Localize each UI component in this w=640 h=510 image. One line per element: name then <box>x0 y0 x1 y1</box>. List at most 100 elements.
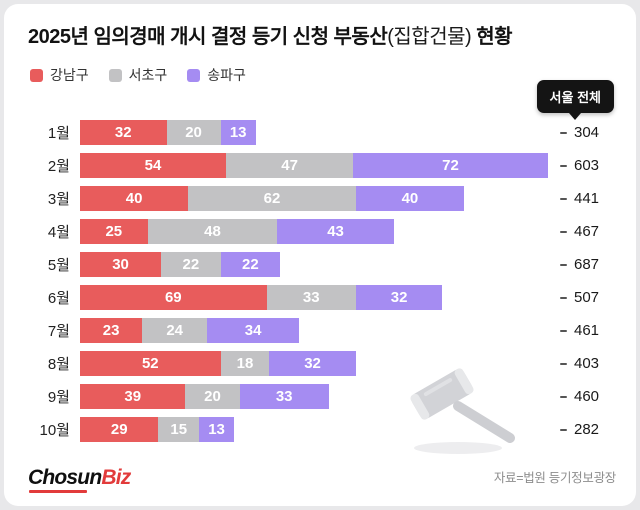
total: 461 <box>556 322 622 339</box>
chart-rows: 1월 32 20 13 304 2월 54 47 72 603 3월 40 62 40 441 4월 25 48 4… <box>26 116 622 446</box>
bar-segment-서초구: 33 <box>266 285 356 310</box>
legend-swatch-seocho <box>108 68 122 82</box>
bar-segment-강남구: 25 <box>80 219 148 244</box>
month-label: 9월 <box>47 389 70 406</box>
bar-segment-송파구: 32 <box>269 351 356 376</box>
total-tick <box>560 164 567 167</box>
bar-segment-송파구: 22 <box>220 252 281 277</box>
bar-segment-서초구: 15 <box>158 417 199 442</box>
chart-row: 10월 29 15 13 282 <box>26 413 622 446</box>
bar-segment-서초구: 20 <box>185 384 240 409</box>
month-label: 6월 <box>47 290 70 307</box>
bar-segment-강남구: 69 <box>80 285 267 310</box>
total: 460 <box>556 388 622 405</box>
legend-label: 강남구 <box>50 67 89 83</box>
chart-row: 5월 30 22 22 687 <box>26 248 622 281</box>
chart-title-suffix: 현황 <box>471 26 513 48</box>
total-tick <box>560 230 567 233</box>
total: 507 <box>556 289 622 306</box>
bar-track: 54 47 72 <box>80 153 556 178</box>
bar-segment-강남구: 40 <box>80 186 189 211</box>
bar-segment-송파구: 13 <box>198 417 235 442</box>
legend: 강남구 서초구 송파구 <box>30 65 246 85</box>
bar-segment-강남구: 52 <box>80 351 221 376</box>
seoul-total-badge: 서울 전체 <box>536 80 614 120</box>
total-tick <box>560 395 567 398</box>
source-credit: 자료=법원 등기정보광장 <box>493 471 616 485</box>
bar-segment-송파구: 34 <box>207 318 300 343</box>
total-value: 603 <box>574 157 600 174</box>
bar-segment-강남구: 39 <box>80 384 186 409</box>
legend-swatch-songpa <box>187 68 201 82</box>
legend-label: 송파구 <box>207 67 246 83</box>
bar-segment-서초구: 18 <box>220 351 270 376</box>
chart-title-paren: (집합건물) <box>387 26 472 48</box>
chosunbiz-logo: ChosunBiz <box>28 466 131 493</box>
bar-track: 39 20 33 <box>80 384 556 409</box>
bar-segment-송파구: 40 <box>355 186 465 211</box>
bar-track: 52 18 32 <box>80 351 556 376</box>
month-label: 10월 <box>39 422 71 439</box>
logo-chosun-text: Chosun <box>28 466 102 489</box>
total-value: 460 <box>574 388 600 405</box>
bar-segment-송파구: 33 <box>239 384 329 409</box>
chart-row: 2월 54 47 72 603 <box>26 149 622 182</box>
total-value: 304 <box>574 124 600 141</box>
bar-segment-송파구: 13 <box>220 120 256 145</box>
total-tick <box>560 362 567 365</box>
bar-segment-강남구: 30 <box>80 252 162 277</box>
total-tick <box>560 428 567 431</box>
bar-segment-서초구: 62 <box>188 186 356 211</box>
chart-row: 4월 25 48 43 467 <box>26 215 622 248</box>
bar-segment-서초구: 24 <box>142 318 208 343</box>
bar-track: 29 15 13 <box>80 417 556 442</box>
chart-row: 1월 32 20 13 304 <box>26 116 622 149</box>
total: 403 <box>556 355 622 372</box>
bar-segment-강남구: 29 <box>80 417 159 442</box>
total-tick <box>560 197 567 200</box>
bar-segment-송파구: 32 <box>355 285 443 310</box>
chart-card: 2025년 임의경매 개시 결정 등기 신청 부동산(집합건물) 현황 강남구 … <box>4 4 636 506</box>
bar-track: 40 62 40 <box>80 186 556 211</box>
bar-track: 69 33 32 <box>80 285 556 310</box>
legend-item-songpa: 송파구 <box>187 65 246 85</box>
total-value: 282 <box>574 421 600 438</box>
bar-segment-강남구: 54 <box>80 153 227 178</box>
bar-segment-송파구: 72 <box>353 153 548 178</box>
legend-item-seocho: 서초구 <box>108 65 168 85</box>
total: 282 <box>556 421 622 438</box>
legend-swatch-gangnam <box>30 68 43 82</box>
logo-biz-text: Biz <box>101 466 131 489</box>
chart-title-main: 2025년 임의경매 개시 결정 등기 신청 부동산 <box>28 26 388 48</box>
total-tick <box>560 131 567 134</box>
month-label: 1월 <box>47 125 70 142</box>
bar-segment-강남구: 32 <box>80 120 167 145</box>
total: 441 <box>556 190 622 207</box>
legend-label: 서초구 <box>128 67 168 83</box>
total: 467 <box>556 223 622 240</box>
chart-row: 8월 52 18 32 403 <box>26 347 622 380</box>
total-tick <box>560 329 567 332</box>
total: 687 <box>556 256 622 273</box>
total-value: 687 <box>574 256 600 273</box>
total-value: 507 <box>574 289 600 306</box>
chart-row: 3월 40 62 40 441 <box>26 182 622 215</box>
total: 304 <box>556 124 622 141</box>
month-label: 2월 <box>47 158 70 175</box>
total-value: 461 <box>574 322 600 339</box>
bar-segment-서초구: 48 <box>147 219 278 244</box>
bar-segment-강남구: 23 <box>80 318 143 343</box>
bar-segment-서초구: 22 <box>161 252 221 277</box>
total-tick <box>560 263 567 266</box>
logo-underline <box>29 490 87 493</box>
total-value: 467 <box>574 223 600 240</box>
total-tick <box>560 296 567 299</box>
chart-row: 9월 39 20 33 460 <box>26 380 622 413</box>
chart-row: 6월 69 33 32 507 <box>26 281 622 314</box>
bar-segment-서초구: 47 <box>226 153 354 178</box>
bar-segment-송파구: 43 <box>277 219 394 244</box>
total-value: 441 <box>574 190 600 207</box>
total-value: 403 <box>574 355 600 372</box>
month-label: 3월 <box>47 191 70 208</box>
bar-track: 25 48 43 <box>80 219 556 244</box>
